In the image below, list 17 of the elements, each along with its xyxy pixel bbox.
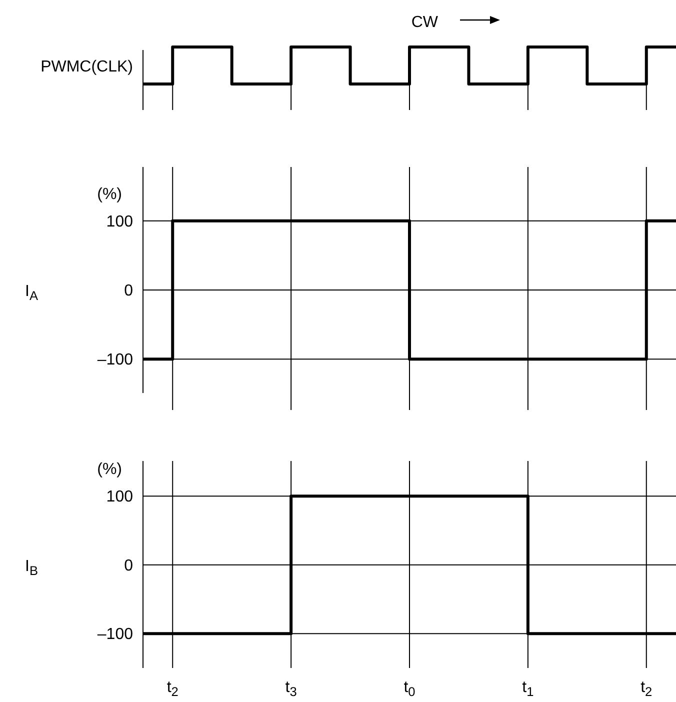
y-tick-label: –100	[97, 626, 134, 644]
x-tick-label: t$_{3}$	[285, 679, 297, 699]
y-tick-label: 0	[124, 282, 134, 300]
y-tick-label: 100	[106, 214, 134, 231]
x-tick-label: t$_{1}$	[522, 679, 534, 699]
y-axis-title: I$_{B}$	[25, 558, 38, 578]
y-tick-label: 100	[106, 488, 134, 506]
text: CW	[411, 14, 439, 31]
text: (%)	[97, 186, 122, 203]
y-axis-title: PWMC(CLK)	[40, 58, 133, 76]
y-tick-label: –100	[97, 352, 134, 369]
x-tick-label: t$_{2}$	[166, 679, 178, 699]
y-tick-label: 0	[124, 557, 134, 574]
x-tick-label: t$_{2}$	[640, 679, 652, 699]
text: (%)	[97, 461, 122, 478]
x-tick-label: t$_{0}$	[404, 679, 416, 699]
y-axis-title: I$_{A}$	[25, 283, 38, 303]
